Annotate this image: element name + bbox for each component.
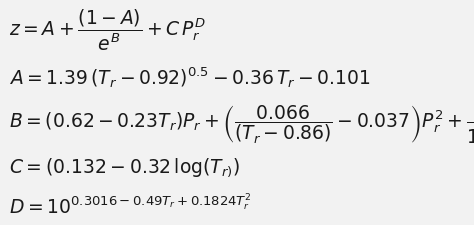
Text: $D = 10^{0.3016-0.49T_r+0.1824T_r^2}$: $D = 10^{0.3016-0.49T_r+0.1824T_r^2}$ (9, 194, 251, 218)
Text: $z = A + \dfrac{(1-A)}{e^{B}} + C\, P_r^{D}$: $z = A + \dfrac{(1-A)}{e^{B}} + C\, P_r^… (9, 8, 205, 53)
Text: $B = (0.62 - 0.23T_r)P_r + \left(\dfrac{0.066}{(T_r-0.86)} - 0.037\right)P_r^2 +: $B = (0.62 - 0.23T_r)P_r + \left(\dfrac{… (9, 104, 474, 146)
Text: $C = (0.132 - 0.32\,\mathrm{log}(T_{r)})$: $C = (0.132 - 0.32\,\mathrm{log}(T_{r)})… (9, 157, 239, 179)
Text: $A = 1.39\,(T_r - 0.92)^{0.5} - 0.36\,T_r - 0.101$: $A = 1.39\,(T_r - 0.92)^{0.5} - 0.36\,T_… (9, 65, 370, 90)
